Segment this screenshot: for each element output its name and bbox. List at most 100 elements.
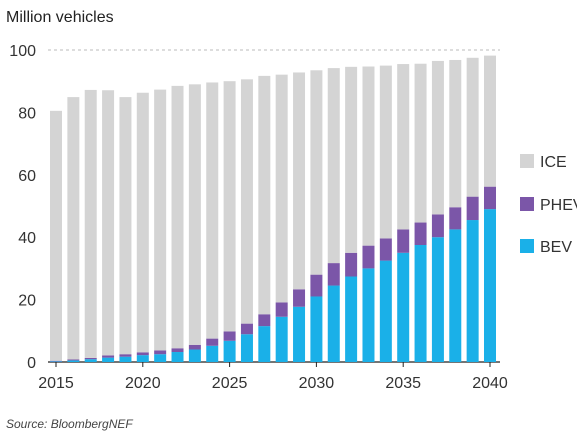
x-tick-label-2040: 2040 <box>472 375 508 392</box>
bar-phev-2020 <box>136 352 149 356</box>
bar-bev-2037 <box>431 237 444 362</box>
bar-ice-2020 <box>136 92 149 353</box>
bar-phev-2036 <box>414 222 427 245</box>
bar-phev-2025 <box>223 331 236 341</box>
bar-ice-2028 <box>275 74 288 303</box>
bar-bev-2040 <box>484 209 496 362</box>
y-tick-label-100: 100 <box>9 43 36 60</box>
source-note: Source: BloombergNEF <box>6 417 133 431</box>
legend-label-phev: PHEV <box>540 197 577 214</box>
bar-ice-2033 <box>362 66 375 246</box>
bar-bev-2031 <box>327 285 340 362</box>
bar-phev-2035 <box>397 229 410 253</box>
bar-bev-2032 <box>345 276 358 362</box>
legend-label-ice: ICE <box>540 154 567 171</box>
bar-phev-2017 <box>84 357 97 360</box>
bar-ice-2031 <box>327 68 340 264</box>
bar-bev-2017 <box>84 359 97 362</box>
bar-bev-2033 <box>362 268 375 362</box>
bar-ice-2021 <box>154 89 167 351</box>
bar-phev-2021 <box>154 350 167 355</box>
bar-phev-2016 <box>67 359 80 361</box>
x-tick-label-2015: 2015 <box>38 375 74 392</box>
bar-phev-2022 <box>171 348 184 353</box>
bar-phev-2018 <box>102 355 115 358</box>
bar-phev-2037 <box>431 214 444 238</box>
y-tick-label-60: 60 <box>18 168 36 185</box>
bar-bev-2024 <box>206 345 219 362</box>
bar-bev-2021 <box>154 354 167 362</box>
x-tick-label-2025: 2025 <box>212 375 248 392</box>
bar-phev-2040 <box>484 186 496 210</box>
bar-phev-2034 <box>379 238 392 261</box>
x-tick-label-2035: 2035 <box>385 375 421 392</box>
bar-ice-2034 <box>379 65 392 239</box>
bar-bev-2028 <box>275 316 288 362</box>
x-tick-label-2020: 2020 <box>125 375 161 392</box>
bar-bev-2018 <box>102 357 115 362</box>
y-axis-label: Million vehicles <box>6 9 114 26</box>
bar-ice-2024 <box>206 82 219 339</box>
x-tick-labels: 2015 2020 2025 2030 2035 2040 <box>38 362 508 392</box>
bar-bev-2035 <box>397 252 410 362</box>
bar-ice-2035 <box>397 64 410 230</box>
bar-phev-2038 <box>449 207 462 230</box>
bar-ice-2036 <box>414 63 427 223</box>
bar-ice-2029 <box>293 72 306 290</box>
bar-ice-2040 <box>484 55 496 187</box>
bar-phev-2026 <box>240 323 253 335</box>
y-tick-label-0: 0 <box>27 355 36 372</box>
x-tick-label-2030: 2030 <box>299 375 335 392</box>
bar-bev-2027 <box>258 326 271 362</box>
y-tick-labels: 0 20 40 60 80 100 <box>9 43 36 372</box>
bar-phev-2029 <box>293 289 306 307</box>
bar-bev-2038 <box>449 229 462 362</box>
bar-bev-2025 <box>223 340 236 362</box>
bar-ice-2030 <box>310 70 323 275</box>
legend-swatch-bev <box>520 239 534 253</box>
bar-ice-2019 <box>119 97 132 355</box>
bar-bev-2036 <box>414 245 427 362</box>
bar-phev-2019 <box>119 354 132 357</box>
bar-bev-2034 <box>379 260 392 362</box>
bar-ice-2038 <box>449 59 462 208</box>
bar-phev-2030 <box>310 274 323 297</box>
bar-phev-2028 <box>275 302 288 317</box>
bar-ice-2016 <box>67 97 80 360</box>
bar-ice-2025 <box>223 81 236 332</box>
bar-ice-2022 <box>171 85 184 349</box>
bar-bev-2022 <box>171 352 184 362</box>
bar-bev-2023 <box>188 349 201 362</box>
bar-ice-2032 <box>345 66 358 253</box>
bar-phev-2027 <box>258 314 271 327</box>
bar-bev-2020 <box>136 355 149 362</box>
bar-bev-2029 <box>293 306 306 362</box>
y-tick-label-20: 20 <box>18 293 36 310</box>
bar-ice-2023 <box>188 84 201 345</box>
bar-phev-2015 <box>50 360 62 362</box>
legend-label-bev: BEV <box>540 239 572 256</box>
y-tick-label-40: 40 <box>18 230 36 247</box>
bar-bev-2016 <box>67 360 80 362</box>
bar-ice-2026 <box>240 79 253 324</box>
bar-ice-2017 <box>84 89 97 358</box>
bar-ice-2027 <box>258 75 271 315</box>
bar-ice-2039 <box>466 57 479 197</box>
bar-ice-2037 <box>431 60 444 215</box>
bar-ice-2018 <box>102 90 115 356</box>
bar-ice-2015 <box>50 110 62 361</box>
bar-phev-2032 <box>345 252 358 277</box>
bar-bev-2030 <box>310 296 323 362</box>
bar-phev-2039 <box>466 196 479 221</box>
legend-swatch-phev <box>520 197 534 211</box>
y-tick-label-80: 80 <box>18 105 36 122</box>
bar-phev-2031 <box>327 263 340 286</box>
bar-bev-2015 <box>50 361 62 362</box>
legend-swatch-ice <box>520 154 534 168</box>
bar-bev-2019 <box>119 356 132 362</box>
bar-phev-2024 <box>206 338 219 346</box>
bar-phev-2023 <box>188 344 201 350</box>
bar-bev-2039 <box>466 220 479 362</box>
legend: ICE PHEV BEV <box>520 154 577 256</box>
